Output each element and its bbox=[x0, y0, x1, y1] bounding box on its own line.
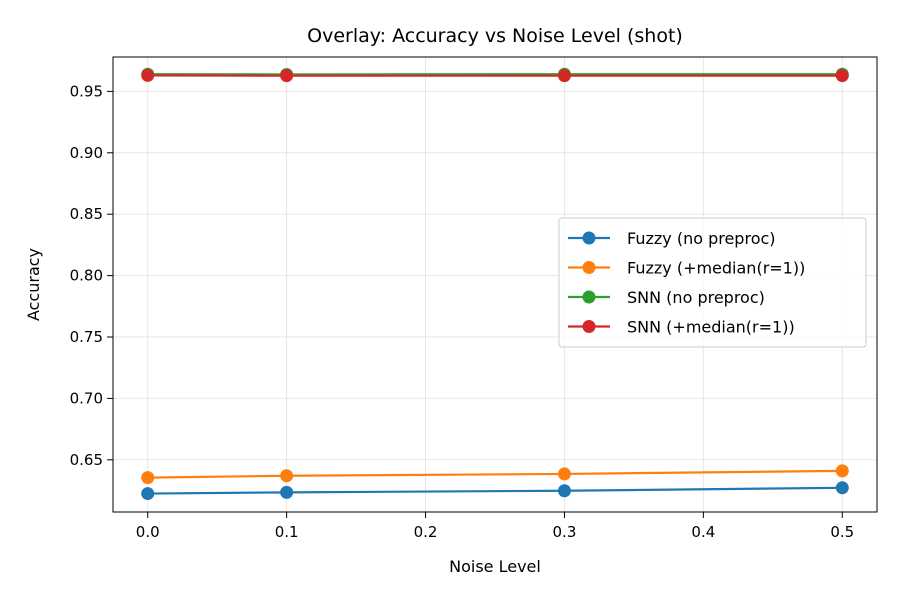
y-tick-label: 0.90 bbox=[70, 144, 103, 162]
data-point bbox=[558, 467, 571, 480]
y-axis-label: Accuracy bbox=[24, 248, 43, 321]
legend: Fuzzy (no preproc) Fuzzy (+median(r=1)) SN… bbox=[559, 218, 866, 347]
legend-entry-label: SNN (no preproc) bbox=[627, 288, 765, 307]
data-point bbox=[141, 487, 154, 500]
legend-marker bbox=[583, 320, 596, 333]
y-tick-label: 0.80 bbox=[70, 267, 103, 285]
x-tick-label: 0.1 bbox=[275, 523, 299, 541]
x-tick-label: 0.0 bbox=[136, 523, 160, 541]
data-point bbox=[836, 464, 849, 477]
data-point bbox=[280, 69, 293, 82]
legend-entry-label: SNN (+median(r=1)) bbox=[627, 318, 795, 337]
chart-title: Overlay: Accuracy vs Noise Level (shot) bbox=[307, 25, 683, 47]
legend-marker bbox=[583, 232, 596, 245]
y-tick-label: 0.95 bbox=[70, 82, 103, 100]
y-tick-label: 0.75 bbox=[70, 328, 103, 346]
x-tick-label: 0.4 bbox=[691, 523, 715, 541]
x-tick-label: 0.3 bbox=[553, 523, 577, 541]
x-axis-label: Noise Level bbox=[449, 557, 541, 576]
data-point bbox=[141, 69, 154, 82]
x-tick-label: 0.5 bbox=[830, 523, 854, 541]
data-point bbox=[836, 69, 849, 82]
y-tick-label: 0.65 bbox=[70, 451, 103, 469]
y-tick-label: 0.70 bbox=[70, 389, 103, 407]
legend-entry-label: Fuzzy (+median(r=1)) bbox=[627, 259, 805, 278]
legend-marker bbox=[583, 291, 596, 304]
data-point bbox=[558, 484, 571, 497]
data-point bbox=[141, 471, 154, 484]
y-tick-label: 0.85 bbox=[70, 205, 103, 223]
data-point bbox=[280, 486, 293, 499]
legend-marker bbox=[583, 261, 596, 274]
x-tick-label: 0.2 bbox=[414, 523, 438, 541]
legend-entry-label: Fuzzy (no preproc) bbox=[627, 229, 776, 248]
data-point bbox=[836, 481, 849, 494]
data-point bbox=[558, 69, 571, 82]
data-point bbox=[280, 469, 293, 482]
